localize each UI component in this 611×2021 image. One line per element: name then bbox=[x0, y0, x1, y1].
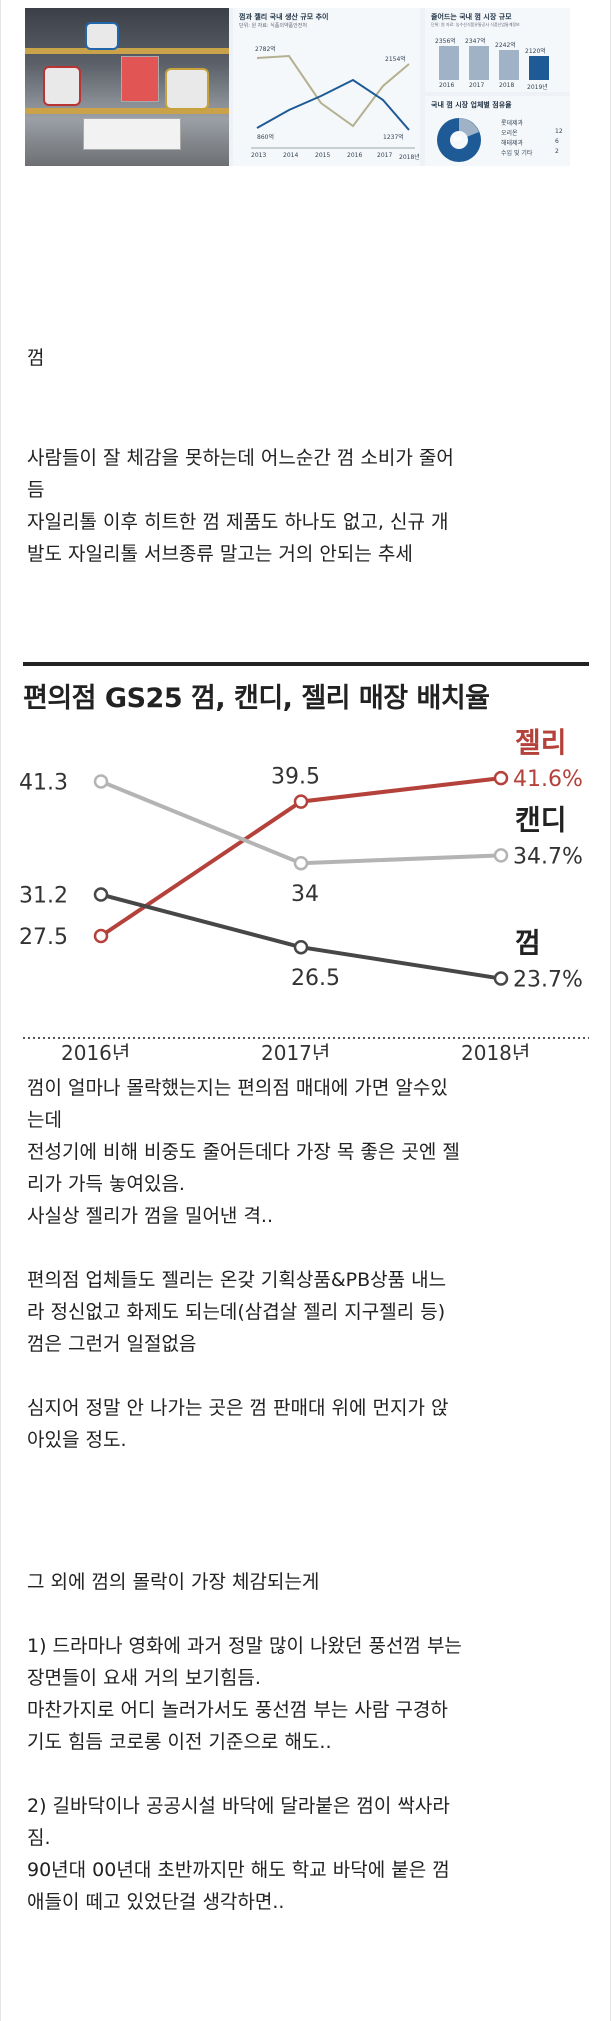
market-size-panel: 줄어드는 국내 껌 시장 규모 단위: 원 자료: 농수산식품유통공사 식품산업… bbox=[425, 8, 570, 92]
paragraph-convenience-store: 껌이 얼마나 몰락했는지는 편의점 매대에 가면 알수있 는데 전성기에 비해 … bbox=[27, 1077, 460, 1451]
panel-unit: 단위: 원 자료: 농수산식품유통공사 식품산업통계정보 bbox=[431, 22, 520, 27]
data-label: 34.7% bbox=[513, 844, 583, 869]
data-label: 34 bbox=[291, 882, 319, 907]
label-2782: 2782억 bbox=[255, 46, 276, 53]
panel-title: 껌과 젤리 국내 생산 규모 추이 bbox=[239, 13, 329, 21]
year-label: 2016 bbox=[347, 152, 363, 159]
series-line-캔디 bbox=[100, 779, 502, 866]
x-tick-label: 2016년 bbox=[61, 1041, 130, 1060]
market-bar bbox=[529, 56, 549, 80]
bar-year: 2017 bbox=[469, 82, 485, 89]
label-1237: 1237억 bbox=[383, 134, 404, 141]
data-point bbox=[293, 855, 309, 871]
bar-year: 2019년 bbox=[527, 84, 548, 91]
market-bar bbox=[499, 50, 519, 80]
data-point bbox=[293, 794, 309, 809]
year-label: 2013 bbox=[251, 152, 267, 159]
bar-label: 2356억 bbox=[435, 38, 456, 45]
year-label: 2018년 bbox=[399, 154, 420, 161]
legend-name: 오리온 bbox=[501, 130, 518, 137]
chart-title: 편의점 GS25 껌, 캔디, 젤리 매장 배치율 bbox=[23, 683, 490, 714]
year-label: 2017 bbox=[377, 152, 393, 159]
market-bar bbox=[439, 46, 459, 80]
series-name-label: 캔디 bbox=[515, 803, 567, 836]
news-infographic-image: 껌과 젤리 국내 생산 규모 추이 단위: 원 자료: 식품의약품안전처 278… bbox=[25, 8, 570, 166]
panel-title: 국내 껌 시장 업체별 점유율 bbox=[431, 101, 512, 109]
data-label: 41.6% bbox=[513, 767, 583, 792]
paragraph-intro: 사람들이 잘 체감을 못하는데 어느순간 껌 소비가 줄어 듬 자일리톨 이후 … bbox=[27, 447, 454, 565]
panel-title: 줄어드는 국내 껌 시장 규모 bbox=[431, 13, 512, 21]
year-label: 2014 bbox=[283, 152, 299, 159]
bar-label: 2347억 bbox=[465, 38, 486, 45]
bar-label: 2120억 bbox=[525, 48, 546, 55]
x-tick-label: 2017년 bbox=[261, 1041, 330, 1060]
series-name-label: 젤리 bbox=[515, 726, 567, 759]
bar-label: 2242억 bbox=[495, 42, 516, 49]
legend-value: 2 bbox=[555, 148, 559, 155]
label-2154: 2154억 bbox=[385, 56, 406, 63]
data-point bbox=[493, 971, 509, 986]
year-label: 2015 bbox=[315, 152, 331, 159]
legend-value: 6 bbox=[555, 138, 559, 145]
data-label: 26.5 bbox=[291, 966, 340, 991]
data-label: 31.2 bbox=[19, 884, 68, 909]
share-donut bbox=[437, 118, 481, 162]
data-label: 39.5 bbox=[271, 765, 320, 790]
legend-name: 해태제과 bbox=[501, 140, 524, 147]
legend-value: 12 bbox=[555, 128, 563, 135]
market-share-panel: 국내 껌 시장 업체별 점유율 80 롯데제과 오리온 12 해태제과 6 수입… bbox=[425, 96, 570, 166]
data-point bbox=[293, 939, 309, 955]
placement-rate-chart: 27.5 39.5 41.6% 젤리 41.3 34 34.7% 캔디 31.2 26.5 23.7… bbox=[19, 726, 589, 1060]
data-point bbox=[93, 774, 109, 789]
legend-name: 롯데제과 bbox=[501, 120, 524, 127]
data-point bbox=[493, 848, 509, 863]
bar-year: 2016 bbox=[439, 82, 455, 89]
production-trend-panel: 껌과 젤리 국내 생산 규모 추이 단위: 원 자료: 식품의약품안전처 278… bbox=[233, 8, 420, 166]
label-860: 860억 bbox=[257, 134, 274, 141]
data-point bbox=[493, 770, 509, 786]
x-tick-label: 2018년 bbox=[461, 1041, 530, 1060]
data-point bbox=[93, 887, 109, 902]
data-label: 23.7% bbox=[513, 968, 583, 993]
data-label: 41.3 bbox=[19, 770, 68, 795]
store-shelf-photo bbox=[25, 8, 229, 166]
panel-unit: 단위: 원 자료: 식품의약품안전처 bbox=[239, 23, 307, 29]
chart-top-rule bbox=[23, 662, 589, 666]
data-label: 27.5 bbox=[19, 925, 68, 950]
production-trend-lines bbox=[251, 54, 415, 149]
market-bar bbox=[469, 46, 489, 80]
donut-center: 80 bbox=[453, 136, 462, 143]
bar-year: 2018 bbox=[499, 82, 515, 89]
paragraph-decline-signs: 그 외에 껌의 몰락이 가장 체감되는게 1) 드라마나 영화에 과거 정말 많… bbox=[27, 1571, 462, 1913]
legend-name: 수입 및 기타 bbox=[501, 150, 533, 157]
paragraph-heading-gum: 껌 bbox=[27, 347, 45, 369]
series-name-label: 껌 bbox=[515, 927, 541, 960]
data-point bbox=[93, 928, 109, 944]
